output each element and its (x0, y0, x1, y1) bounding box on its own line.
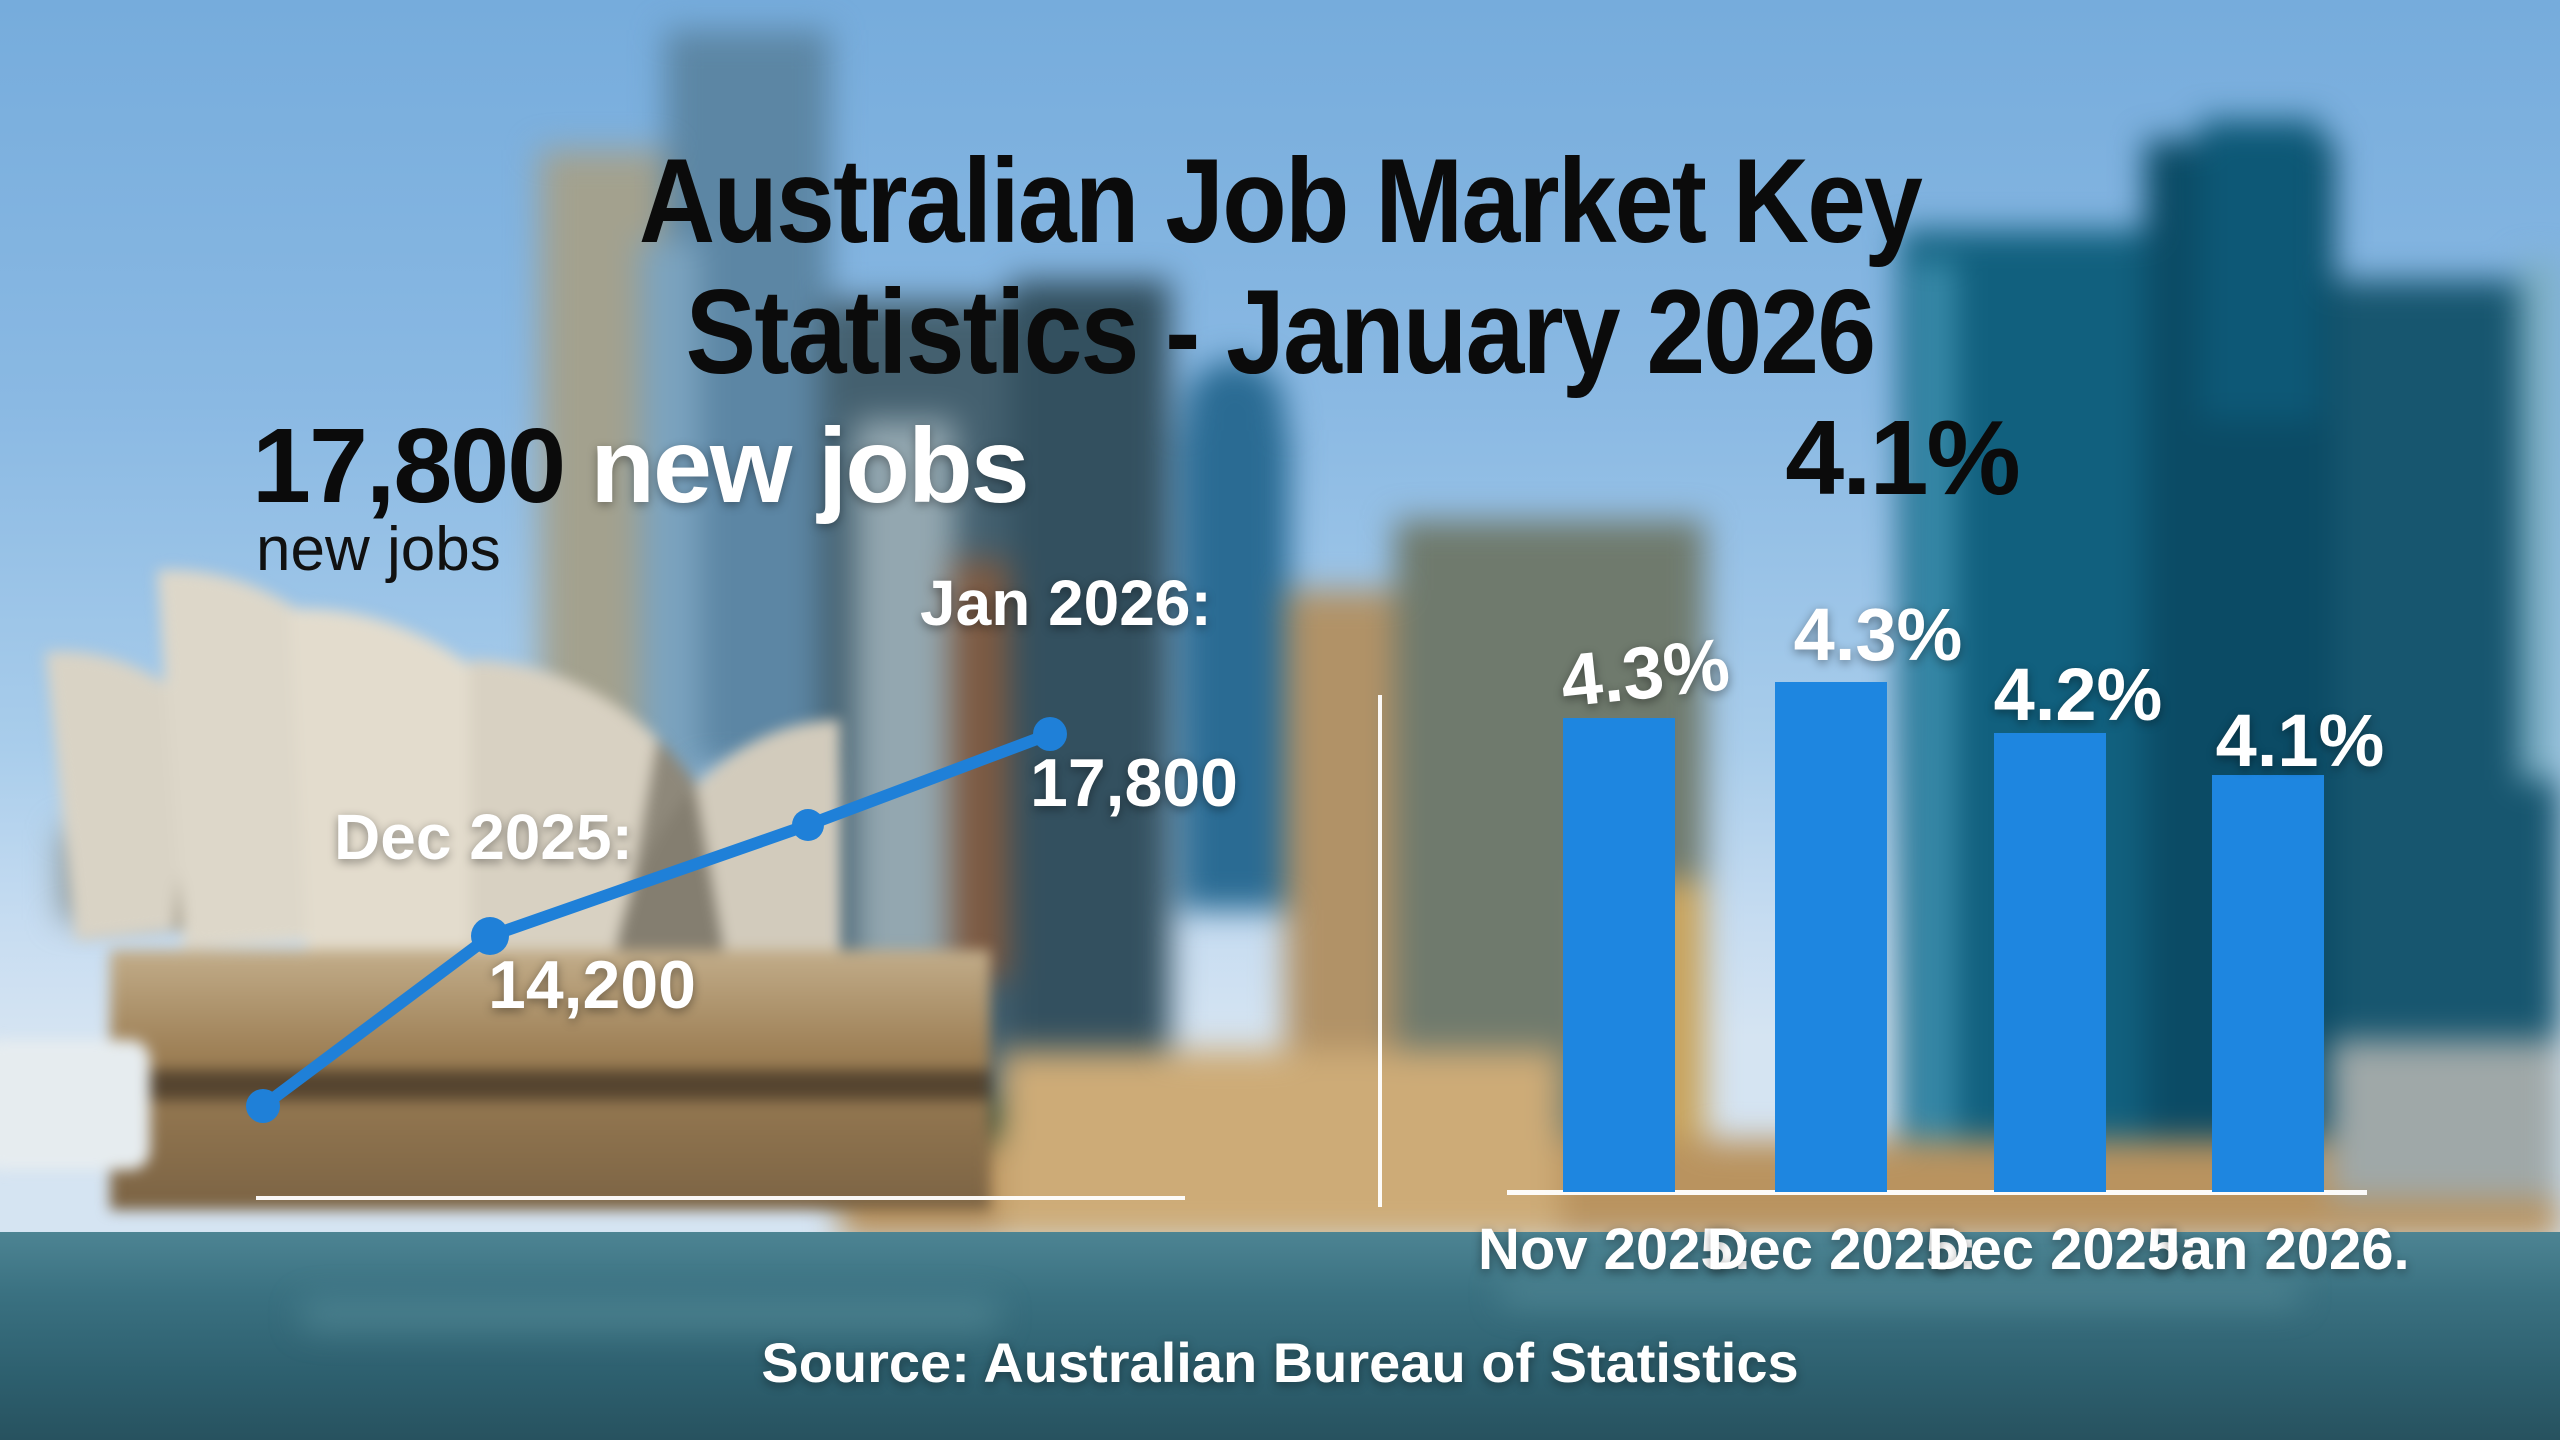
title-line-1: Australian Job Market Key (638, 134, 1923, 269)
line-label-jan-2026: Jan 2026: (920, 567, 1212, 639)
bg-ferry (0, 1040, 150, 1170)
bar-jan-2026 (2212, 775, 2324, 1192)
water-streak (300, 1300, 1000, 1330)
line-label-dec-2025: Dec 2025: (334, 801, 633, 873)
bg-building (1180, 430, 1290, 910)
jobs-stat-unit: new jobs (590, 407, 1030, 525)
bg-building (1915, 260, 1955, 1200)
jobs-stat-sublabel: new jobs (256, 515, 501, 584)
bg-water (0, 1232, 2560, 1440)
bar-category-label: Jan 2026. (2148, 1217, 2410, 1282)
bar-value-label: 4.3% (1556, 622, 1734, 723)
bar-category-label: Dec 2025: (1706, 1217, 1978, 1282)
bg-low-building (1000, 1050, 1560, 1240)
bar-dec-2025 (1775, 682, 1887, 1192)
bar-value-label: 4.3% (1793, 593, 1963, 676)
jobs-stat: 17,800 new jobs (252, 406, 1030, 527)
source-attribution: Source: Australian Bureau of Statistics (761, 1331, 1799, 1394)
bar-chart-x-axis (1507, 1190, 2367, 1195)
title-line-2: Statistics - January 2026 (685, 265, 1876, 400)
bg-building (2330, 1040, 2560, 1200)
line-value-jan-2026: 17,800 (1030, 745, 1238, 821)
bar-nov-2025 (1563, 718, 1675, 1192)
bar-category-label: Dec 2025: (1927, 1217, 2199, 1282)
unemployment-stat-value: 4.1% (1785, 399, 2021, 517)
bar-value-label: 4.2% (1993, 653, 2163, 736)
page-title: Australian Job Market Key Statistics - Ja… (154, 136, 2407, 398)
bg-building (640, 240, 700, 800)
bar-dec-2025-b (1994, 733, 2106, 1192)
bar-chart-y-axis (1378, 695, 1382, 1207)
water-streak (1500, 1280, 2300, 1306)
bg-building (2200, 120, 2320, 420)
line-value-dec-2025: 14,200 (488, 947, 696, 1023)
jobs-stat-value: 17,800 (252, 407, 566, 525)
bar-category-label: Nov 2025: (1477, 1217, 1753, 1282)
bar-value-label: 4.1% (2215, 699, 2385, 782)
bg-building (2520, 260, 2560, 780)
